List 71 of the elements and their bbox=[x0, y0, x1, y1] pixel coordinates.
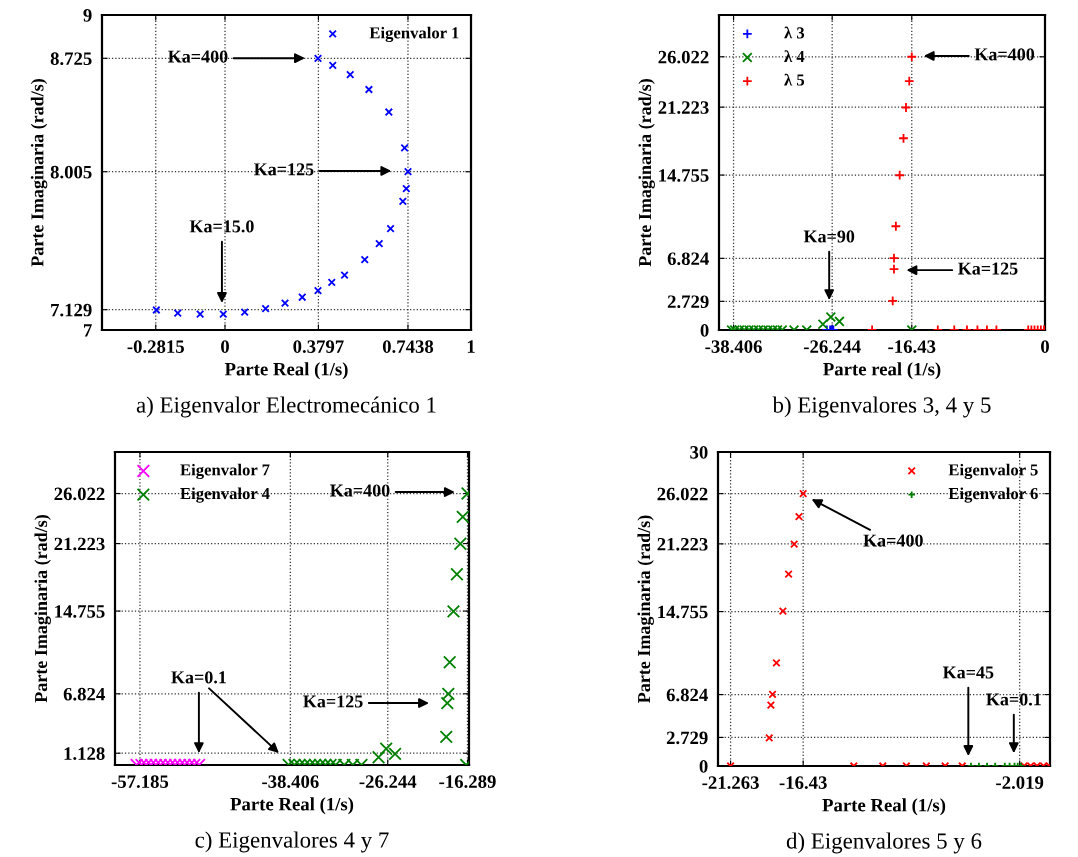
x-tick-label: -38.406 bbox=[705, 340, 762, 353]
y-tick-label: 8.005 bbox=[50, 165, 92, 179]
x-tick-label: -26.244 bbox=[359, 775, 417, 788]
legend-label: Eigenvalor 1 bbox=[369, 26, 459, 43]
y-tick-label: 0 bbox=[699, 760, 708, 773]
annotation: Ka=400 bbox=[330, 484, 390, 497]
legend-label: Eigenvalor 6 bbox=[948, 487, 1038, 503]
y-tick-label: 2.729 bbox=[667, 295, 709, 309]
text: d) Eigenvalores 5 y 6 bbox=[786, 832, 982, 854]
x-tick-label: 0 bbox=[1041, 340, 1049, 353]
x-tick-label: -26.244 bbox=[803, 340, 861, 353]
legend-label: Eigenvalor 5 bbox=[948, 463, 1038, 480]
legend-label: λ 3 bbox=[784, 26, 805, 39]
x-tick-label: 0 bbox=[221, 340, 229, 353]
y-tick-label: 6.824 bbox=[667, 252, 709, 266]
y-tick-label: 14.755 bbox=[658, 605, 708, 619]
annotation: Ka=0.1 bbox=[986, 693, 1041, 706]
y-tick-label: 21.223 bbox=[658, 101, 709, 114]
x-tick-label: -57.185 bbox=[111, 775, 169, 788]
annotation: Ka=15.0 bbox=[189, 220, 254, 233]
legend-label: λ 5 bbox=[784, 73, 805, 86]
y-tick-label: 26.022 bbox=[54, 487, 105, 501]
annotation: Ka=125 bbox=[303, 695, 363, 708]
x-tick-label: -16.43 bbox=[779, 776, 827, 789]
y-axis-title: Parte Imaginaria (rad/s) bbox=[30, 79, 48, 267]
x-axis-title: Parte real (1/s) bbox=[823, 362, 941, 380]
x-tick-label: -38.406 bbox=[262, 775, 319, 788]
y-tick-label: 30 bbox=[690, 446, 708, 459]
annotation: Ka=400 bbox=[168, 50, 228, 63]
annotation: Ka=90 bbox=[803, 230, 855, 243]
annotation: Ka=400 bbox=[863, 534, 923, 547]
x-axis-title: Parte Real (1/s) bbox=[224, 362, 348, 380]
y-tick-label: 26.022 bbox=[657, 487, 708, 501]
annotation: Ka=400 bbox=[974, 48, 1035, 61]
y-axis-title: Parte Imaginaria (rad/s) bbox=[34, 515, 51, 703]
y-tick-label: 7.129 bbox=[51, 303, 92, 317]
y-tick-label: 14.755 bbox=[55, 605, 105, 618]
y-tick-label: 7 bbox=[83, 324, 92, 337]
text: b) Eigenvalores 3, 4 y 5 bbox=[772, 396, 991, 418]
x-tick-label: 0.7438 bbox=[382, 340, 434, 353]
y-axis-title: Parte Imaginaria (rad/s) bbox=[638, 79, 655, 267]
y-tick-label: 6.824 bbox=[63, 687, 105, 701]
y-tick-label: 6.824 bbox=[666, 688, 708, 702]
x-axis-title: Parte Real (1/s) bbox=[822, 798, 946, 816]
x-tick-label: -0.2815 bbox=[127, 340, 184, 353]
y-tick-label: 0 bbox=[700, 324, 709, 337]
annotation: Ka=0.1 bbox=[171, 671, 226, 684]
x-tick-label: -2.019 bbox=[996, 776, 1044, 789]
y-tick-label: 21.223 bbox=[657, 537, 708, 551]
x-tick-label: -16.289 bbox=[439, 775, 496, 788]
x-tick-label: -16.43 bbox=[888, 340, 936, 353]
x-tick-label: 0.3797 bbox=[293, 340, 344, 353]
y-tick-label: 9 bbox=[83, 9, 92, 22]
x-axis-title: Parte Real (1/s) bbox=[230, 797, 354, 815]
y-tick-label: 21.223 bbox=[54, 537, 105, 551]
legend-label: Eigenvalor 4 bbox=[180, 487, 270, 503]
y-tick-label: 26.022 bbox=[658, 50, 709, 64]
annotation: Ka=125 bbox=[254, 163, 314, 176]
text: c) Eigenvalores 4 y 7 bbox=[195, 831, 389, 853]
annotation: Ka=125 bbox=[958, 262, 1018, 275]
x-tick-label: -21.263 bbox=[702, 776, 759, 789]
y-tick-label: 8.725 bbox=[50, 52, 92, 66]
text: a) Eigenvalor Electromecánico 1 bbox=[136, 396, 436, 418]
y-tick-label: 14.755 bbox=[659, 169, 709, 182]
y-tick-label: 2.729 bbox=[666, 731, 708, 745]
legend-label: λ 4 bbox=[784, 50, 805, 62]
y-axis-title: Parte Imaginaria (rad/s) bbox=[637, 515, 654, 703]
y-tick-label: 1.128 bbox=[64, 747, 105, 760]
annotation: Ka=45 bbox=[942, 666, 994, 679]
legend-label: Eigenvalor 7 bbox=[180, 463, 270, 480]
x-tick-label: 1 bbox=[467, 340, 475, 353]
